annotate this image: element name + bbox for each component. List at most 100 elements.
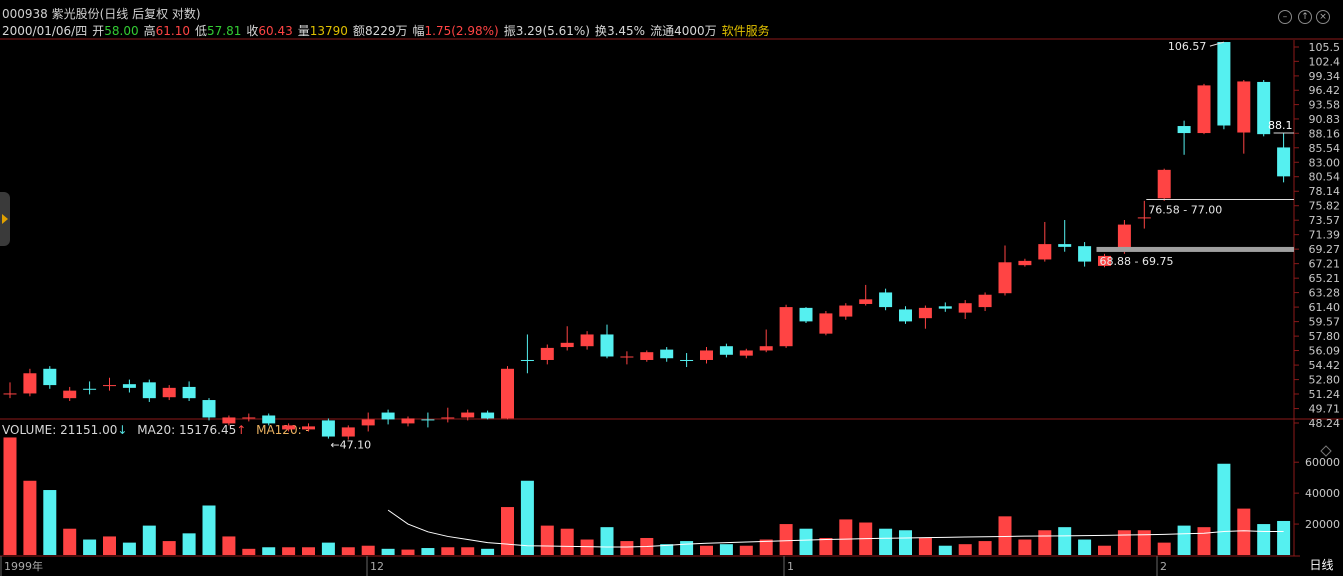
- expand-arrow-icon: [2, 214, 8, 224]
- volume-bar: [620, 541, 634, 555]
- price-tick-label: 65.21: [1309, 272, 1341, 285]
- candle-body: [242, 417, 256, 419]
- price-tick-label: 105.5: [1309, 41, 1341, 54]
- volume-bar: [481, 548, 495, 555]
- volume-bar: [899, 530, 912, 555]
- price-tick-label: 63.28: [1309, 287, 1341, 300]
- price-tick-label: 83.00: [1309, 156, 1341, 169]
- candle-body: [620, 356, 634, 358]
- candle-body: [461, 412, 475, 418]
- volume-bar: [441, 547, 455, 555]
- candle-body: [918, 307, 932, 319]
- period-button[interactable]: 日线: [1300, 555, 1343, 576]
- price-tick-label: 61.40: [1309, 301, 1341, 314]
- volume-bar: [978, 541, 992, 555]
- change-label: 幅: [412, 24, 425, 38]
- change-value: 1.75(2.98%): [424, 24, 499, 38]
- price-tick-label: 51.24: [1309, 388, 1341, 401]
- price-tick-label: 90.83: [1309, 113, 1341, 126]
- volume-bar: [1117, 530, 1131, 555]
- quote-bar: 2000/01/06/四 开58.00 高61.10 低57.81 收60.43 量137…: [2, 22, 775, 39]
- candle-body: [879, 292, 893, 308]
- volume-bar: [1137, 530, 1151, 555]
- candle-body: [222, 417, 236, 424]
- volume-bar: [998, 516, 1012, 555]
- candle-body: [262, 415, 276, 424]
- volume-bar: [719, 544, 733, 555]
- volume-bar: [43, 490, 57, 555]
- high-marker-label: 106.57: [1168, 40, 1207, 53]
- candle-body: [481, 412, 495, 419]
- volume-bar: [1257, 524, 1271, 555]
- candle-body: [23, 373, 37, 394]
- candle-body: [202, 400, 216, 418]
- candle-body: [640, 352, 654, 360]
- volume-bar: [879, 528, 893, 555]
- panel-toggle-handle[interactable]: [0, 192, 10, 246]
- volume-value: 13790: [309, 24, 348, 38]
- price-tick-label: 96.42: [1309, 84, 1341, 97]
- candle-body: [1277, 147, 1291, 177]
- time-axis-label: 2: [1160, 560, 1167, 573]
- price-tick-label: 102.4: [1309, 55, 1341, 68]
- candle-body: [1177, 126, 1191, 134]
- close-icon[interactable]: ×: [1316, 10, 1330, 24]
- time-axis-label: 12: [370, 560, 384, 573]
- minimize-icon[interactable]: –: [1278, 10, 1292, 24]
- high-value: 61.10: [155, 24, 190, 38]
- support-label-lower: 68.88 - 69.75: [1100, 255, 1174, 268]
- volume-tick-label: 20000: [1305, 518, 1340, 531]
- diamond-icon: [1320, 445, 1332, 457]
- price-tick-label: 85.54: [1309, 142, 1341, 155]
- price-tick-label: 93.58: [1309, 99, 1341, 112]
- ma20-up-arrow-icon: ↑: [236, 423, 247, 437]
- volume-bar: [182, 533, 196, 555]
- float-label: 流通: [650, 24, 675, 38]
- candle-body: [361, 419, 375, 426]
- candle-body: [759, 346, 773, 351]
- settings-icon[interactable]: ↑: [1298, 10, 1312, 24]
- candle-body: [501, 368, 514, 419]
- time-axis-label: 1999年: [4, 559, 43, 573]
- volume-bar: [461, 547, 475, 555]
- volume-bar: [700, 545, 713, 555]
- price-tick-label: 71.39: [1309, 229, 1341, 242]
- candle-body: [1257, 81, 1271, 135]
- volume-tick-label: 60000: [1305, 456, 1340, 469]
- candle-body: [1058, 244, 1072, 247]
- candle-body: [560, 342, 574, 348]
- volume-bar: [918, 537, 932, 555]
- candle-body: [1078, 246, 1092, 262]
- close-value: 60.43: [258, 24, 293, 38]
- open-label: 开: [92, 24, 105, 38]
- candle-body: [142, 382, 156, 399]
- candle-body: [3, 393, 17, 395]
- volume-bar: [321, 542, 335, 555]
- candle-body: [719, 346, 733, 355]
- high-marker-arrow: [1209, 41, 1225, 47]
- volume-label: 量: [297, 24, 310, 38]
- candle-body: [839, 305, 853, 317]
- sector-label[interactable]: 软件服务: [721, 24, 770, 38]
- volume-down-arrow-icon: ↓: [117, 423, 128, 437]
- open-value: 58.00: [104, 24, 139, 38]
- candle-body: [739, 350, 753, 356]
- candle-body: [401, 418, 415, 424]
- volume-bar: [1058, 527, 1072, 555]
- candle-body: [600, 334, 614, 357]
- candle-body: [1038, 244, 1052, 260]
- candle-body: [779, 307, 793, 347]
- price-tick-label: 52.80: [1309, 374, 1341, 387]
- high-label: 高: [143, 24, 156, 38]
- price-tick-label: 56.09: [1309, 345, 1341, 358]
- volume-bar: [1078, 539, 1092, 555]
- candle-body: [899, 309, 912, 322]
- candle-body: [282, 425, 296, 430]
- candle-body: [1137, 217, 1151, 219]
- volume-bar: [1018, 539, 1032, 555]
- volume-bar: [1197, 527, 1211, 555]
- candle-body: [819, 313, 833, 334]
- price-tick-label: 48.24: [1309, 417, 1341, 430]
- candle-body: [421, 419, 435, 421]
